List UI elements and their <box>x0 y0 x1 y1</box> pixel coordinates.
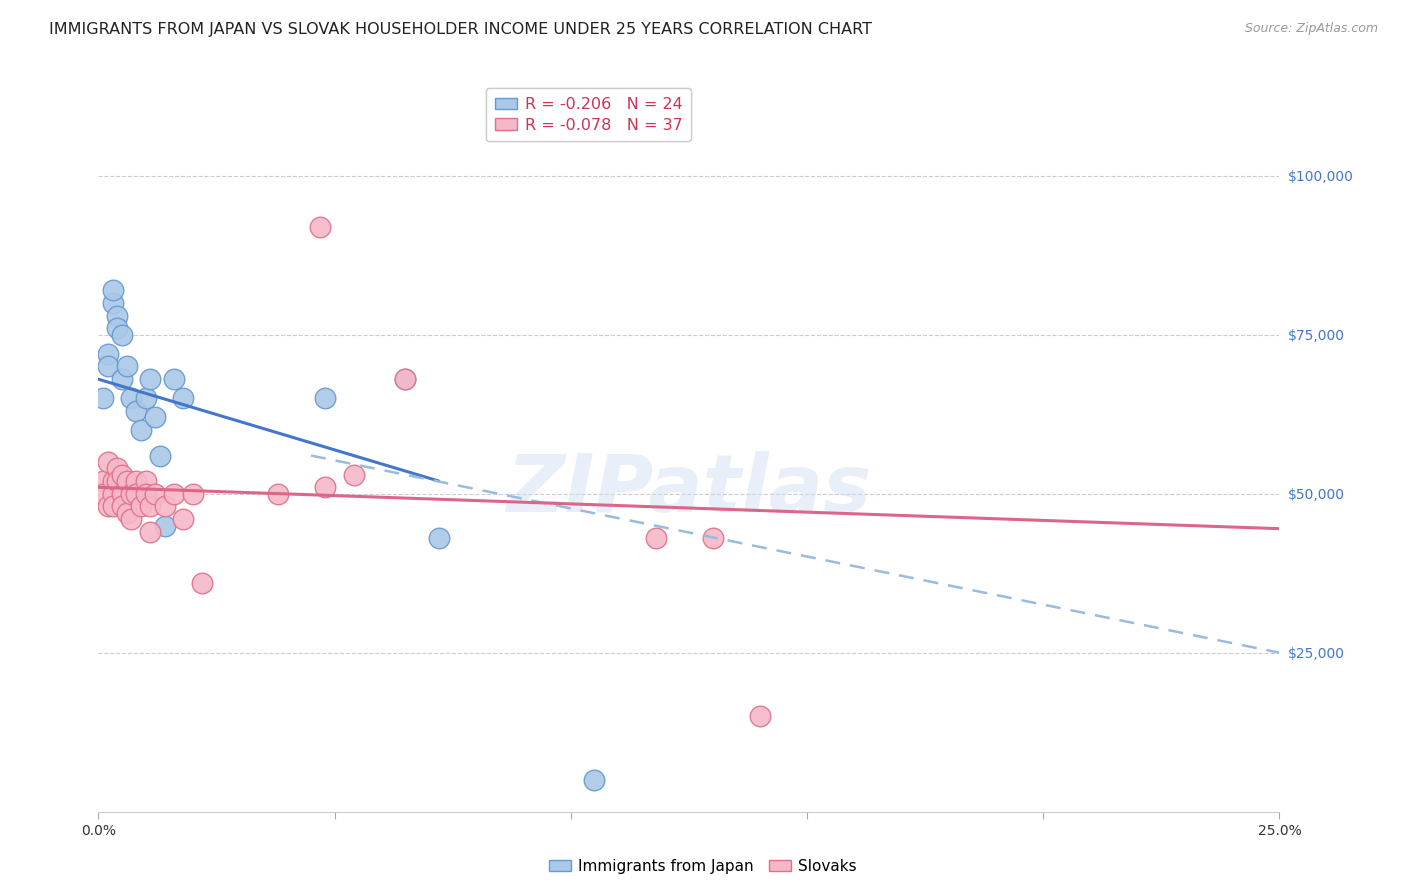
Point <box>101 474 124 488</box>
Point <box>91 392 114 406</box>
Legend: R = -0.206   N = 24, R = -0.078   N = 37: R = -0.206 N = 24, R = -0.078 N = 37 <box>485 88 692 142</box>
Point <box>101 283 124 297</box>
Point <box>105 321 128 335</box>
Point <box>172 512 194 526</box>
Point <box>111 500 134 514</box>
Point <box>149 449 172 463</box>
Point <box>91 486 114 500</box>
Point <box>267 486 290 500</box>
Point <box>111 372 134 386</box>
Point <box>139 372 162 386</box>
Legend: Immigrants from Japan, Slovaks: Immigrants from Japan, Slovaks <box>543 853 863 880</box>
Point <box>97 359 120 374</box>
Point <box>115 359 138 374</box>
Text: Source: ZipAtlas.com: Source: ZipAtlas.com <box>1244 22 1378 36</box>
Point <box>91 474 114 488</box>
Point <box>101 486 124 500</box>
Point <box>135 486 157 500</box>
Point <box>143 410 166 425</box>
Point <box>163 372 186 386</box>
Point <box>121 512 143 526</box>
Point <box>427 531 450 545</box>
Point <box>97 347 120 361</box>
Point <box>101 500 124 514</box>
Point <box>153 518 176 533</box>
Point <box>135 474 157 488</box>
Point <box>105 309 128 323</box>
Point <box>342 467 364 482</box>
Point <box>702 531 724 545</box>
Point <box>101 296 124 310</box>
Point <box>139 500 162 514</box>
Point <box>129 500 152 514</box>
Point <box>121 392 143 406</box>
Point <box>314 392 336 406</box>
Point <box>121 486 143 500</box>
Point <box>115 506 138 520</box>
Point <box>309 219 332 234</box>
Text: ZIPatlas: ZIPatlas <box>506 450 872 529</box>
Point <box>111 467 134 482</box>
Point <box>191 575 214 590</box>
Point <box>125 486 148 500</box>
Point <box>115 474 138 488</box>
Point <box>139 524 162 539</box>
Point <box>748 709 770 723</box>
Point <box>163 486 186 500</box>
Point <box>143 486 166 500</box>
Point <box>129 423 152 437</box>
Point <box>172 392 194 406</box>
Point <box>97 500 120 514</box>
Point <box>394 372 416 386</box>
Text: IMMIGRANTS FROM JAPAN VS SLOVAK HOUSEHOLDER INCOME UNDER 25 YEARS CORRELATION CH: IMMIGRANTS FROM JAPAN VS SLOVAK HOUSEHOL… <box>49 22 872 37</box>
Point <box>105 474 128 488</box>
Point <box>181 486 204 500</box>
Point <box>97 455 120 469</box>
Point <box>394 372 416 386</box>
Point <box>125 474 148 488</box>
Point <box>314 480 336 494</box>
Point <box>153 500 176 514</box>
Point <box>111 486 134 500</box>
Point <box>125 404 148 418</box>
Point <box>583 772 606 787</box>
Point <box>105 461 128 475</box>
Point <box>135 392 157 406</box>
Point <box>111 327 134 342</box>
Point <box>644 531 666 545</box>
